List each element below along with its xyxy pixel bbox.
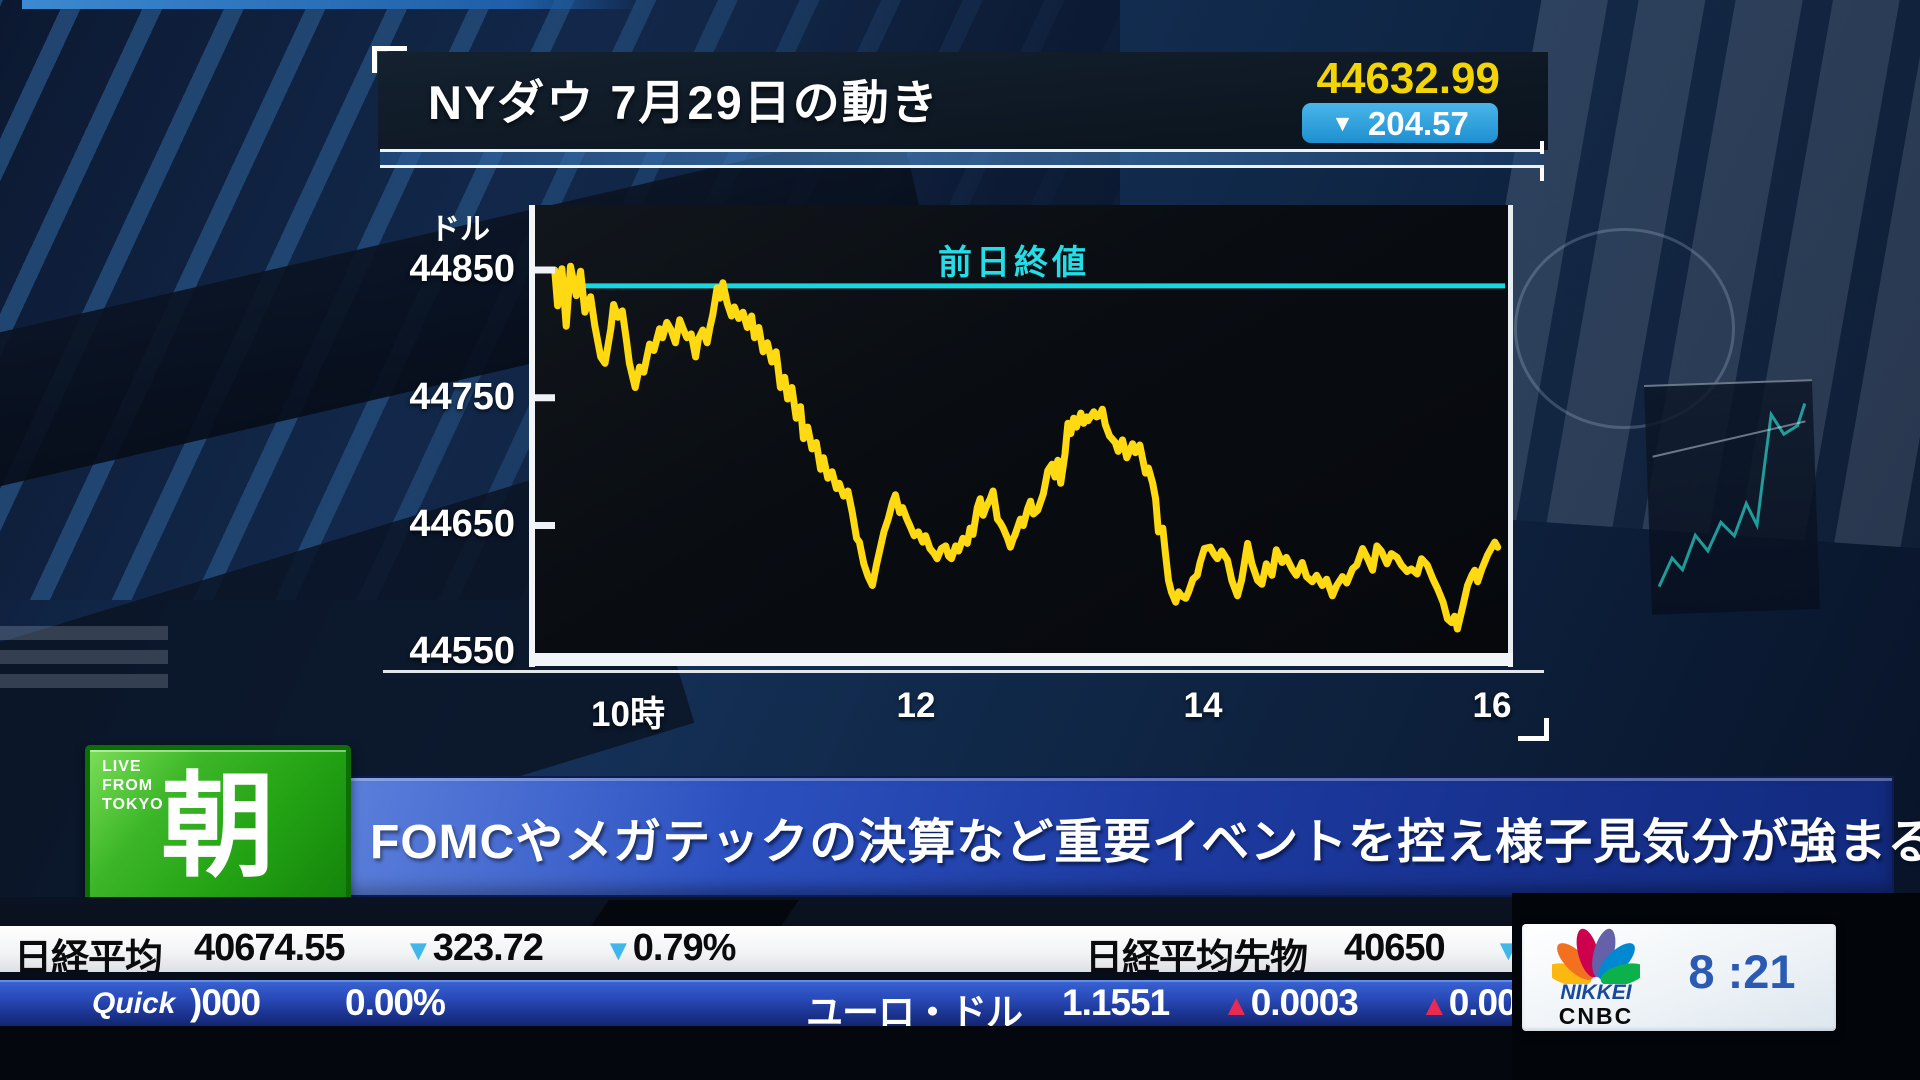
up-triangle-icon: ▲ (1222, 990, 1251, 1022)
x-axis-line (529, 653, 1513, 666)
divider-end-cap-bottom (1540, 168, 1544, 181)
futures-label: 日経平均先物 (1085, 938, 1308, 972)
down-triangle-icon: ▼ (1331, 109, 1354, 136)
nikkei-change-pct-value: 0.79% (632, 927, 737, 969)
y-tick-44550: 44550 (409, 630, 515, 672)
ticker-zone-deco (590, 900, 800, 926)
bg-mini-chart-line (1652, 402, 1807, 588)
bg-top-blue-strip (22, 0, 642, 9)
y-tick-44650: 44650 (409, 503, 515, 545)
program-kanji: 朝 (160, 764, 275, 891)
headline-sheen (288, 778, 928, 895)
eurusd-value: 1.1551 (1062, 982, 1170, 1023)
peacock-logo-icon (1552, 928, 1640, 984)
eurusd-change-value: 0.0003 (1250, 982, 1359, 1023)
y-axis-line (529, 205, 535, 667)
headline-banner: FOMCやメガテックの決算など重要イベントを控え様子見気分が強まる (288, 776, 1920, 897)
eurusd-change2-partial: ▲0.00 (1420, 982, 1518, 1024)
last-price: 44632.99 (1316, 54, 1500, 103)
clock: 8 :21 (1688, 945, 1796, 998)
eurusd-change2-value: 0.00 (1448, 982, 1518, 1023)
prev-close-label: 前日終値 (938, 244, 1090, 282)
frame-corner-bottom-right (1518, 718, 1549, 741)
change-badge: ▼ 204.57 (1302, 103, 1498, 143)
nikkei-value: 40674.55 (194, 927, 345, 969)
header-divider-bottom (380, 165, 1544, 168)
program-badge: LIVE FROM TOKYO 朝 (85, 745, 351, 915)
change-value: 204.57 (1367, 104, 1469, 142)
ticker-row-indices: 日経平均 40674.55 ▼323.72 ▼0.79% 日経平均先物 4065… (0, 926, 1518, 972)
down-triangle-icon: ▼ (604, 935, 633, 967)
y-tick-44850: 44850 (409, 248, 515, 290)
chart-title: NYダウ 7月29日の動き (428, 76, 940, 129)
x-tick-14h: 14 (1183, 686, 1223, 725)
up-triangle-icon: ▲ (1420, 990, 1449, 1022)
plot-right-border (1508, 205, 1513, 667)
frame-corner-top-left (372, 46, 407, 73)
headline-text: FOMCやメガテックの決算など重要イベントを控え様子見気分が強まる (370, 815, 1920, 869)
ticker-row-fx: Quick )000 0.00% ユーロ・ドル 1.1551 ▲0.0003 ▲… (0, 980, 1518, 1026)
quick-logo: Quick (92, 987, 176, 1020)
futures-value: 40650 (1344, 927, 1446, 969)
station-logo-box: NIKKEI CNBC 8 :21 (1522, 924, 1836, 1031)
x-tick-16h: 16 (1472, 686, 1512, 725)
bg-light-bands (0, 626, 168, 692)
x-tick-10h: 10時 (591, 695, 665, 734)
x-axis-underline (383, 670, 1544, 673)
network-name-nikkei: NIKKEI (1560, 981, 1632, 1004)
x-tick-12h: 12 (896, 686, 936, 725)
eurusd-change: ▲0.0003 (1222, 982, 1359, 1024)
network-name-cnbc: CNBC (1558, 1003, 1634, 1029)
header-divider-top (380, 149, 1544, 152)
nikkei-change-pct: ▼0.79% (604, 927, 737, 970)
nikkei-change: ▼323.72 (404, 927, 544, 970)
nikkei-label: 日経平均 (14, 938, 163, 972)
down-triangle-icon: ▼ (404, 935, 433, 967)
live-from-tokyo-label: LIVE FROM TOKYO (102, 758, 164, 813)
nikkei-change-value: 323.72 (432, 927, 544, 969)
header-divider-sheen (380, 152, 1544, 165)
y-axis-unit-label: ドル (430, 213, 490, 246)
divider-end-cap-top (1540, 141, 1544, 154)
scroll-pct: 0.00% (345, 982, 446, 1023)
eurusd-label: ユーロ・ドル (806, 992, 1023, 1026)
bg-mini-chart-panel (1644, 379, 1820, 615)
bg-circle-outline (1514, 228, 1735, 429)
scroll-value: )000 (190, 982, 261, 1023)
y-tick-44750: 44750 (409, 376, 515, 418)
